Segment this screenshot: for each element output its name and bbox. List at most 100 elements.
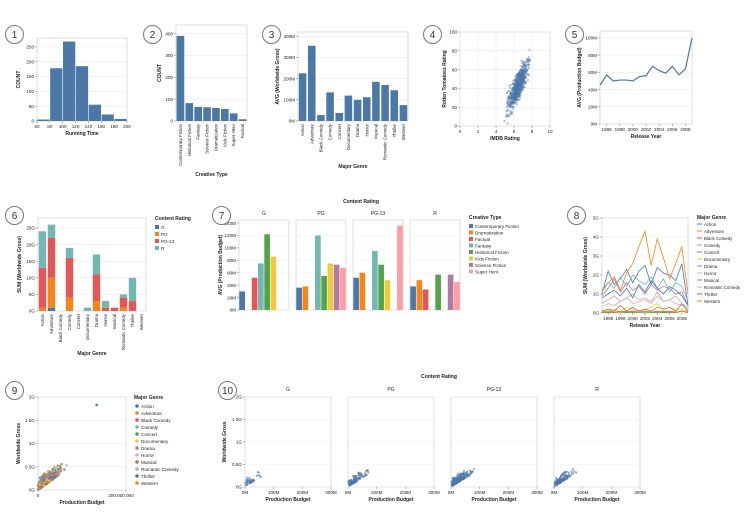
c4-point [519, 69, 523, 72]
c8-yaxis-title: SUM (Worldwide Gross) [583, 237, 589, 294]
c4-point [507, 98, 511, 101]
c6-ytick-label: 20G [26, 242, 35, 247]
c4-point [510, 101, 513, 104]
c4-point [519, 79, 522, 82]
c7-bar [454, 282, 460, 310]
c6-xtick-label: Western [139, 313, 144, 330]
c4-point [519, 83, 522, 87]
c9-point [63, 468, 66, 471]
c9-point [65, 463, 68, 467]
c4-point [515, 87, 518, 90]
c4-point [515, 86, 518, 89]
c4-point [515, 98, 518, 101]
c4-point [517, 87, 521, 90]
c4-point [522, 86, 525, 89]
c4-point [516, 83, 519, 86]
c4-point [512, 100, 515, 103]
c4-point [512, 86, 515, 90]
c8-xtick-label: 2008 [677, 316, 688, 321]
c4-point [518, 74, 521, 77]
c4-point [518, 82, 521, 85]
c10-point [562, 478, 565, 481]
c4-point [520, 80, 524, 83]
c9-point [54, 466, 58, 470]
c4-point [521, 77, 524, 81]
c4-point [519, 68, 522, 71]
c4-point [514, 97, 517, 100]
c10-point [364, 474, 367, 477]
c9-xtick-label: 0 [37, 493, 40, 498]
c4-point [507, 102, 510, 105]
c4-point [522, 73, 525, 77]
c4-point [526, 69, 529, 72]
c4-point [521, 72, 524, 75]
c7-bar [422, 289, 429, 310]
c4-point [522, 80, 526, 83]
c4-point [519, 77, 522, 80]
c4-point [509, 103, 512, 106]
c4-point [511, 100, 514, 103]
c4-point [513, 88, 516, 92]
c4-point [526, 58, 529, 62]
c8-series-line [601, 310, 689, 313]
c4-point [513, 87, 516, 91]
c6-bar-segment [119, 294, 128, 298]
c7-ytick-label: 20M [227, 295, 236, 300]
c10-ytick-label: 2G [236, 395, 243, 400]
c4-point [521, 65, 524, 68]
c6-ytick-label: 10G [26, 275, 35, 280]
c8-series-line [601, 302, 689, 312]
c4-point [520, 73, 523, 76]
c4-point [513, 92, 516, 96]
c4-point [510, 83, 513, 86]
c6-bar-segment [101, 301, 110, 308]
c4-point [520, 73, 524, 77]
c4-point [515, 95, 518, 98]
c4-point [519, 94, 522, 97]
c4-point [526, 74, 529, 77]
c4-point [517, 82, 520, 85]
c4-point [515, 84, 518, 87]
c10-yaxis-title: Worldwide Gross [222, 421, 228, 462]
c4-point [508, 104, 511, 107]
c10-point [564, 478, 567, 481]
c4-point [523, 79, 526, 82]
c10-xaxis-title: Production Budget [369, 497, 414, 503]
c4-point [513, 86, 516, 90]
c4-point [513, 86, 516, 89]
c7-bar [397, 225, 403, 310]
c4-point [519, 70, 522, 73]
c4-point [509, 95, 512, 98]
c4-point [514, 86, 517, 89]
c4-point [514, 82, 517, 85]
c2-bar [212, 107, 220, 121]
c4-point [522, 77, 525, 80]
c4-point [521, 72, 524, 76]
c7-legend-label: Contemporary Fiction [475, 224, 519, 229]
c4-point [516, 77, 519, 80]
c4-point [521, 83, 524, 87]
c4-point [527, 66, 530, 69]
c6-bar-segment [92, 254, 101, 275]
c4-point [514, 91, 517, 94]
c4-point [507, 104, 510, 107]
c6-bar-segment [38, 307, 47, 311]
c4-xtick-label: 2 [477, 129, 480, 134]
c7-facet-title: Content Rating [343, 199, 379, 205]
c9-legend-label: Horror [141, 453, 154, 458]
c4-point [515, 75, 519, 78]
c4-point [525, 62, 528, 66]
c10-point [463, 472, 466, 475]
c4-point [520, 82, 523, 86]
c4-point [521, 78, 524, 81]
c4-point [509, 103, 512, 106]
c4-point [518, 90, 521, 93]
c4-point [517, 95, 521, 98]
c4-point [506, 115, 510, 118]
c4-point [512, 88, 516, 91]
c4-point [515, 91, 518, 95]
c8-legend-label: Concert [704, 250, 720, 255]
c4-point [507, 95, 511, 99]
c9-point [44, 482, 48, 486]
c4-point [522, 69, 525, 72]
